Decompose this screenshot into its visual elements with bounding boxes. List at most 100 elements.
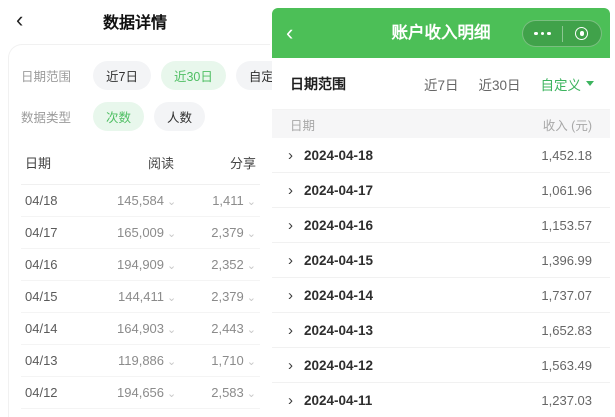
table-row: 04/16 194,909 ⌄ 2,352 ⌄ <box>21 249 260 281</box>
income-value: 1,652.83 <box>541 322 592 338</box>
mini-program-header: ‹ 账户收入明细 <box>272 8 610 58</box>
stats-table: 日期 阅读 分享 04/18 145,584 ⌄ 1,411 ⌄ 04/17 165… <box>21 147 260 417</box>
chevron-down-icon[interactable]: ⌄ <box>246 324 256 336</box>
income-value: 1,452.18 <box>541 147 592 163</box>
chevron-right-icon: › <box>288 181 293 199</box>
row-date: 2024-04-18 <box>304 147 374 163</box>
reads-value: 194,656 <box>117 385 165 400</box>
chevron-right-icon: › <box>288 251 293 269</box>
chevron-down-icon[interactable]: ⌄ <box>246 228 256 240</box>
column-header-shares: 分享 <box>229 156 256 171</box>
row-date: 2024-04-12 <box>304 357 374 373</box>
filter-pill[interactable]: 近30日 <box>160 61 226 90</box>
shares-value: 1,710 <box>211 353 244 368</box>
chevron-right-icon: › <box>288 286 293 304</box>
chevron-down-icon[interactable]: ⌄ <box>167 196 177 208</box>
income-row[interactable]: › 2024-04-13 1,652.83 <box>272 313 610 348</box>
shares-value: 2,352 <box>211 257 244 272</box>
row-date: 04/17 <box>25 225 58 240</box>
chevron-right-icon: › <box>288 216 293 234</box>
chevron-down-icon[interactable]: ⌄ <box>167 388 177 400</box>
income-value: 1,061.96 <box>541 182 592 198</box>
income-value: 1,737.07 <box>541 287 592 303</box>
filter-pill[interactable]: 人数 <box>154 102 206 131</box>
chevron-down-icon[interactable]: ⌄ <box>246 196 256 208</box>
income-table-body: › 2024-04-18 1,452.18 › 2024-04-17 1,061… <box>272 138 610 417</box>
row-date: 2024-04-11 <box>304 392 373 408</box>
date-range-option[interactable]: 近30日 <box>478 74 520 94</box>
chevron-down-icon[interactable]: ⌄ <box>167 292 177 304</box>
stats-table-body: 04/18 145,584 ⌄ 1,411 ⌄ 04/17 165,009 ⌄ 2,3… <box>21 185 260 417</box>
filter-pill[interactable]: 次数 <box>93 102 145 131</box>
date-range-filter-row: 日期范围 近7日 近30日 自定义 <box>21 61 300 90</box>
close-circle-icon[interactable] <box>563 21 602 46</box>
chevron-down-icon[interactable]: ⌄ <box>167 356 177 368</box>
income-row[interactable]: › 2024-04-14 1,737.07 <box>272 278 610 313</box>
chevron-down-icon[interactable]: ⌄ <box>246 356 256 368</box>
back-icon[interactable]: ‹ <box>286 20 294 45</box>
row-date: 04/14 <box>25 321 58 336</box>
filter-label: 日期范围 <box>21 70 72 84</box>
shares-value: 1,411 <box>212 193 244 208</box>
table-row: 04/12 194,656 ⌄ 2,583 ⌄ <box>21 377 260 409</box>
date-range-options: 近7日 近30日 自定义 <box>424 74 594 94</box>
row-date: 04/13 <box>25 353 58 368</box>
shares-value: 2,379 <box>211 289 244 304</box>
chevron-right-icon: › <box>288 356 293 374</box>
chevron-right-icon: › <box>288 146 293 164</box>
column-header-income: 收入 (元) <box>542 118 592 133</box>
chevron-right-icon: › <box>288 391 293 409</box>
table-row: 04/15 144,411 ⌄ 2,379 ⌄ <box>21 281 260 313</box>
income-value: 1,237.03 <box>541 392 592 408</box>
reads-value: 119,886 <box>117 353 165 368</box>
caret-down-icon <box>586 81 594 86</box>
column-header-reads: 阅读 <box>147 156 174 171</box>
table-row: 04/13 119,886 ⌄ 1,710 ⌄ <box>21 345 260 377</box>
option-label: 近7日 <box>423 77 459 93</box>
chevron-down-icon[interactable]: ⌄ <box>167 228 177 240</box>
reads-value: 164,903 <box>117 321 165 336</box>
chevron-right-icon: › <box>288 321 293 339</box>
back-icon[interactable]: ‹ <box>16 7 24 32</box>
income-row[interactable]: › 2024-04-15 1,396.99 <box>272 243 610 278</box>
table-row: 04/17 165,009 ⌄ 2,379 ⌄ <box>21 217 260 249</box>
row-date: 2024-04-14 <box>304 287 374 303</box>
income-table-header: 日期 收入 (元) <box>272 110 610 138</box>
row-date: 04/18 <box>25 193 58 208</box>
option-label: 自定义 <box>540 77 582 93</box>
income-value: 1,153.57 <box>541 217 592 233</box>
income-row[interactable]: › 2024-04-18 1,452.18 <box>272 138 610 173</box>
row-date: 04/15 <box>25 289 58 304</box>
left-header: ‹ 数据详情 <box>0 0 270 40</box>
shares-value: 2,379 <box>211 225 244 240</box>
chevron-down-icon[interactable]: ⌄ <box>246 260 256 272</box>
data-type-pills: 次数 人数 <box>93 102 206 131</box>
income-row[interactable]: › 2024-04-16 1,153.57 <box>272 208 610 243</box>
date-range-option[interactable]: 自定义 <box>540 74 594 94</box>
date-range-option[interactable]: 近7日 <box>424 74 459 94</box>
stats-table-header: 日期 阅读 分享 <box>21 147 260 185</box>
date-range-filter-row: 日期范围 近7日 近30日 自定义 <box>272 58 610 110</box>
chevron-down-icon[interactable]: ⌄ <box>167 260 177 272</box>
income-row[interactable]: › 2024-04-12 1,563.49 <box>272 348 610 383</box>
date-range-pills: 近7日 近30日 自定义 <box>93 61 300 90</box>
chevron-down-icon[interactable]: ⌄ <box>167 324 177 336</box>
more-options-icon[interactable] <box>523 21 562 46</box>
income-detail-panel: ‹ 账户收入明细 日期范围 近7日 近30日 自定义 日期 收入 (元) <box>272 0 610 417</box>
shares-value: 2,583 <box>211 385 244 400</box>
filter-pill[interactable]: 近7日 <box>93 61 151 90</box>
chevron-down-icon[interactable]: ⌄ <box>246 388 256 400</box>
shares-value: 2,443 <box>211 321 244 336</box>
income-value: 1,396.99 <box>541 252 592 268</box>
data-type-filter-row: 数据类型 次数 人数 <box>21 102 260 131</box>
row-date: 2024-04-17 <box>304 182 374 198</box>
row-date: 04/16 <box>25 257 58 272</box>
chevron-down-icon[interactable]: ⌄ <box>246 292 256 304</box>
income-row[interactable]: › 2024-04-17 1,061.96 <box>272 173 610 208</box>
capsule-divider <box>561 25 563 42</box>
reads-value: 194,909 <box>117 257 165 272</box>
income-row[interactable]: › 2024-04-11 1,237.03 <box>272 383 610 417</box>
miniprogram-capsule <box>522 20 602 47</box>
filter-label: 日期范围 <box>290 75 346 92</box>
